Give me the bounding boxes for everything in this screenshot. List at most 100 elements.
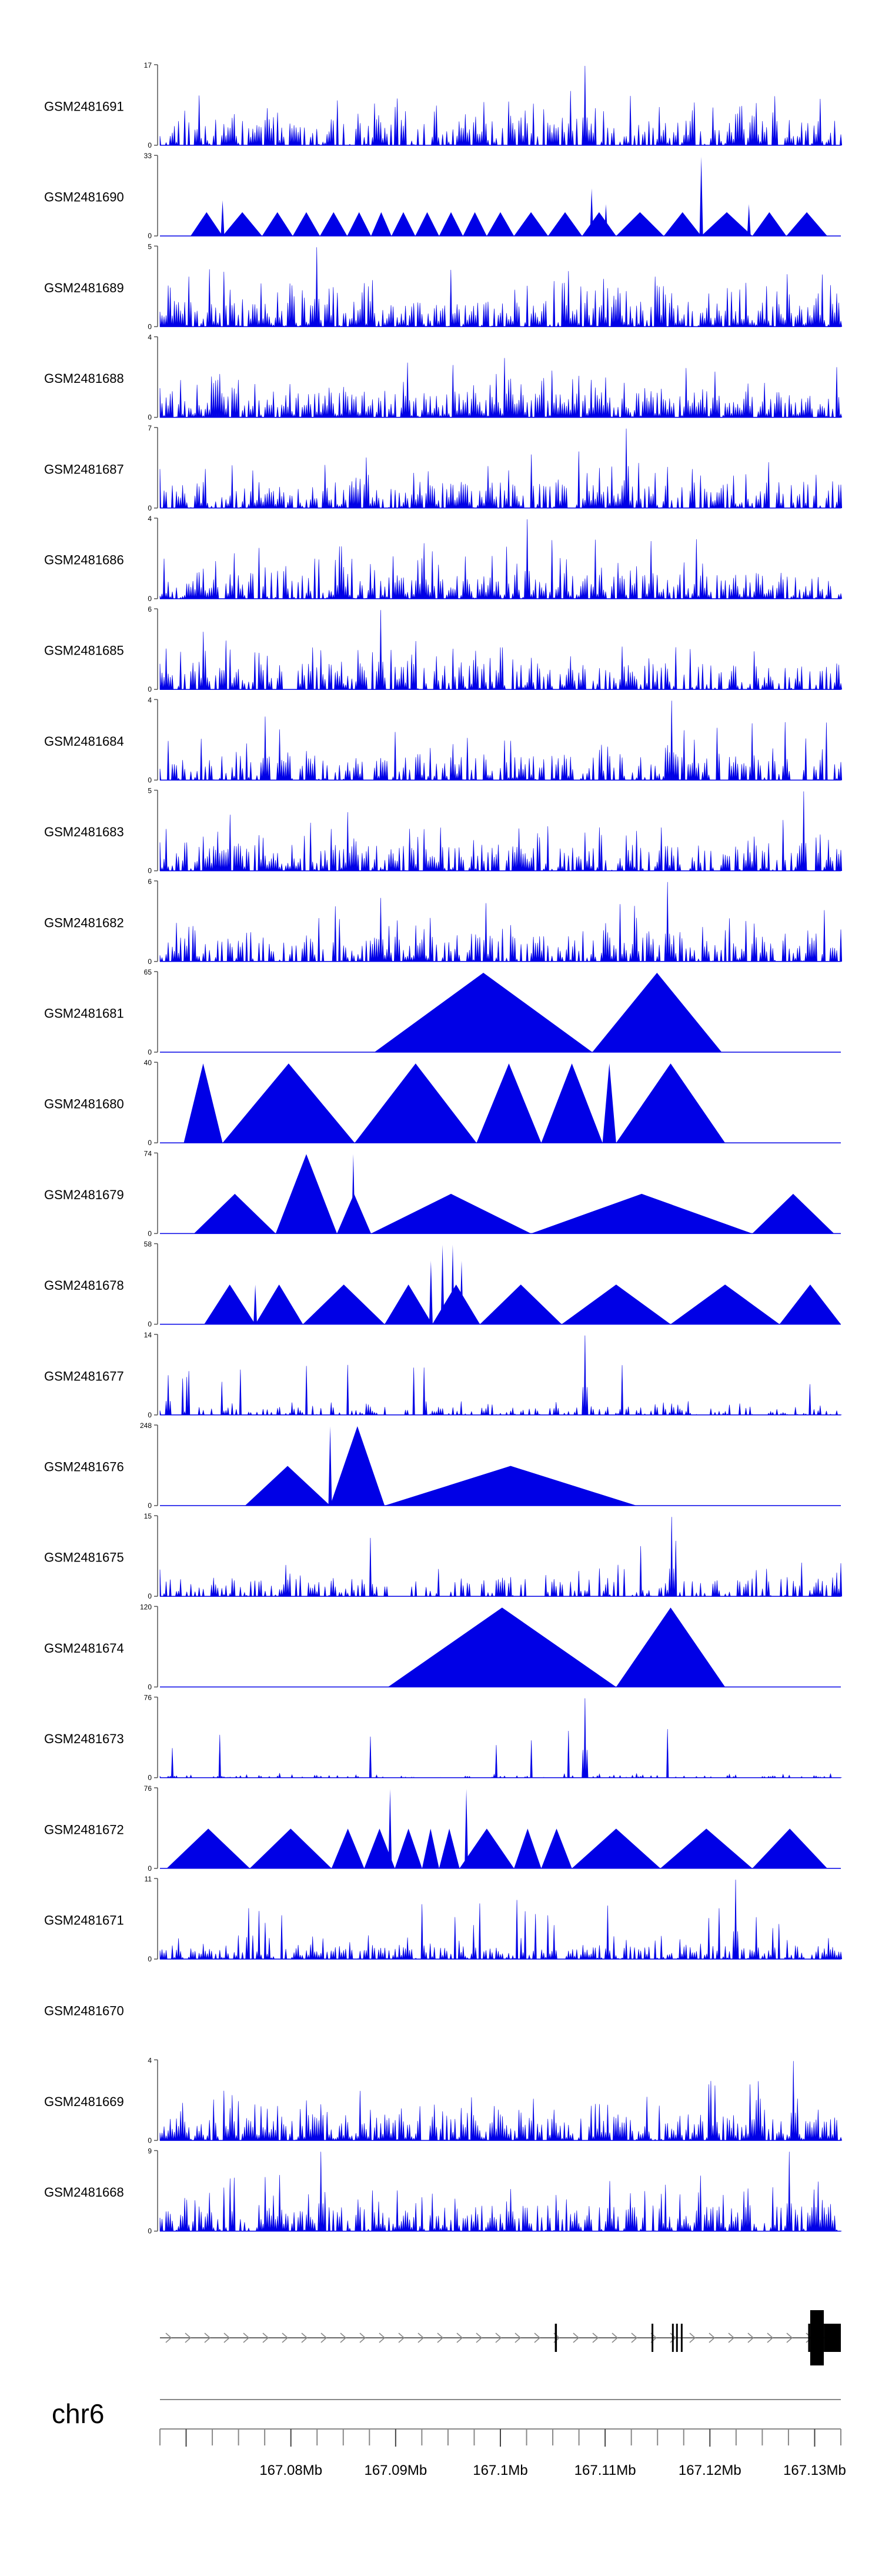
y-min-label: 0	[148, 1774, 152, 1782]
coverage-segment	[249, 1828, 332, 1868]
strand-arrow	[631, 2333, 638, 2343]
coverage-spike	[450, 1244, 455, 1324]
track-label: GSM2481670	[44, 2004, 124, 2018]
y-max-label: 74	[144, 1149, 152, 1157]
coverage-area	[159, 65, 843, 146]
coverage-segment	[370, 1193, 532, 1234]
track-GSM2481687: GSM2481687 7 0	[44, 424, 843, 512]
y-min-label: 0	[148, 232, 152, 240]
coverage-segment	[385, 1466, 637, 1506]
track-label: GSM2481690	[44, 190, 124, 205]
coverage-spike	[351, 1154, 355, 1234]
coverage-segment	[320, 212, 348, 236]
coverage-segment	[701, 212, 753, 236]
coverage-area	[159, 1335, 842, 1416]
track-GSM2481679: GSM2481679 74 0	[44, 1149, 841, 1237]
chromosome-label: chr6	[52, 2398, 104, 2429]
track-label: GSM2481681	[44, 1006, 124, 1021]
coverage-segment	[331, 1828, 365, 1868]
strand-arrow	[747, 2333, 754, 2343]
track-GSM2481688: GSM2481688 4 0	[44, 333, 843, 422]
strand-arrow	[417, 2333, 425, 2343]
y-min-label: 0	[148, 685, 152, 693]
coverage-segment	[391, 212, 416, 236]
strand-arrow	[728, 2333, 735, 2343]
x-tick-label: 167.1Mb	[473, 2462, 527, 2478]
exon	[680, 2324, 683, 2352]
x-tick-label: 167.08Mb	[259, 2462, 322, 2478]
coverage-segment	[592, 973, 722, 1052]
coverage-segment	[582, 212, 616, 236]
coverage-segment	[616, 1063, 726, 1143]
coverage-area	[159, 2151, 842, 2232]
track-label: GSM2481682	[44, 915, 124, 930]
coverage-spike	[590, 188, 594, 236]
y-max-label: 4	[148, 2056, 152, 2064]
y-min-label: 0	[148, 1955, 152, 1963]
coverage-segment	[374, 973, 593, 1052]
track-label: GSM2481688	[44, 371, 124, 386]
coverage-segment	[387, 1607, 616, 1687]
y-max-label: 120	[140, 1603, 152, 1611]
strand-arrow	[301, 2333, 308, 2343]
track-GSM2481680: GSM2481680 40 0	[44, 1059, 841, 1147]
coverage-spike	[253, 1284, 258, 1324]
coverage-segment	[541, 1828, 572, 1868]
track-label: GSM2481678	[44, 1278, 124, 1293]
coverage-segment	[347, 212, 371, 236]
track-label: GSM2481686	[44, 553, 124, 568]
y-min-label: 0	[148, 1048, 152, 1056]
coverage-spike	[388, 1788, 392, 1868]
strand-arrow	[534, 2333, 541, 2343]
strand-arrow	[437, 2333, 444, 2343]
strand-arrow	[340, 2333, 347, 2343]
strand-arrow	[243, 2333, 250, 2343]
track-label: GSM2481677	[44, 1369, 124, 1383]
coverage-segment	[370, 212, 392, 236]
coverage-segment	[245, 1466, 330, 1506]
x-tick-label: 167.13Mb	[783, 2462, 846, 2478]
coverage-segment	[166, 1828, 250, 1868]
coverage-area	[159, 247, 843, 328]
track-GSM2481672: GSM2481672 76 0	[44, 1784, 841, 1873]
coverage-spike	[220, 200, 225, 236]
track-label: GSM2481668	[44, 2185, 124, 2200]
y-max-label: 6	[148, 605, 152, 613]
coverage-segment	[183, 1063, 223, 1143]
y-min-label: 0	[148, 1501, 152, 1510]
strand-arrow	[612, 2333, 619, 2343]
coverage-segment	[752, 1828, 827, 1868]
track-label: GSM2481685	[44, 643, 124, 658]
coverage-area	[159, 791, 843, 872]
track-label: GSM2481683	[44, 825, 124, 839]
y-min-label: 0	[148, 141, 152, 149]
track-GSM2481669: GSM2481669 4 0	[44, 2056, 843, 2144]
track-label: GSM2481689	[44, 281, 124, 295]
coverage-segment	[422, 1828, 439, 1868]
track-GSM2481674: GSM2481674 120 0	[44, 1603, 841, 1691]
track-label: GSM2481687	[44, 462, 124, 476]
coverage-segment	[786, 212, 827, 236]
strand-arrow	[786, 2333, 793, 2343]
exon	[810, 2310, 824, 2365]
y-max-label: 4	[148, 515, 152, 523]
coverage-segment	[616, 212, 664, 236]
coverage-area	[159, 882, 843, 962]
track-GSM2481668: GSM2481668 9 0	[44, 2147, 842, 2235]
exon	[808, 2324, 810, 2352]
track-label: GSM2481675	[44, 1550, 124, 1565]
coverage-spike	[459, 1260, 463, 1324]
strand-arrow	[320, 2333, 328, 2343]
strand-arrow	[495, 2333, 502, 2343]
coverage-segment	[303, 1284, 385, 1324]
track-GSM2481677: GSM2481677 14 0	[44, 1331, 842, 1419]
coverage-segment	[330, 1426, 385, 1506]
track-label: GSM2481679	[44, 1187, 124, 1202]
y-min-label: 0	[148, 2136, 152, 2144]
strand-arrow	[282, 2333, 289, 2343]
track-GSM2481690: GSM2481690 33 0	[44, 152, 841, 240]
exon	[676, 2324, 678, 2352]
coverage-spike	[465, 1788, 469, 1868]
coverage-segment	[262, 212, 293, 236]
data-tracks: GSM2481691170GSM2481690330GSM248168950GS…	[44, 61, 843, 2235]
